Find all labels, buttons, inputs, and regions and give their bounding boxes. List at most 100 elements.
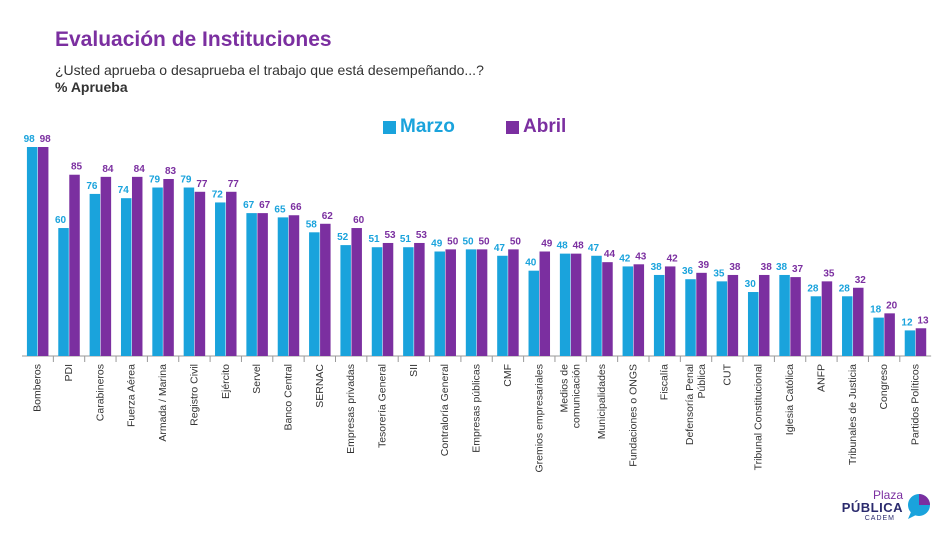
data-label-marzo-empresas-publicas: 50 — [463, 236, 475, 247]
bar-abril-fiscalia — [664, 266, 676, 356]
bar-marzo-partidos-politicos — [904, 330, 916, 356]
bar-marzo-cmf — [497, 255, 508, 356]
data-label-abril-medios-de-comunicacion: 48 — [573, 241, 585, 252]
data-label-marzo-carabineros: 76 — [86, 181, 98, 192]
bar-marzo-armada-marina — [152, 187, 163, 356]
data-label-marzo-ejercito: 72 — [212, 189, 224, 200]
data-label-abril-cmf: 50 — [510, 236, 522, 247]
data-label-abril-empresas-publicas: 50 — [479, 236, 491, 247]
bar-marzo-iglesia-catolica — [779, 274, 790, 356]
data-label-marzo-tribunales-de-justicia: 28 — [839, 283, 851, 294]
data-label-marzo-contraloria-general: 49 — [431, 239, 443, 250]
bar-abril-registro-civil — [194, 191, 206, 356]
x-tick-label-pdi: PDI — [63, 364, 75, 382]
x-tick-label-fundaciones-o-ongs: Fundaciones o ONGS — [627, 364, 639, 467]
logo-line2: PÚBLICA — [841, 500, 903, 515]
data-label-marzo-sernac: 58 — [306, 219, 318, 230]
legend-marzo-label: Marzo — [400, 116, 455, 137]
data-label-marzo-municipalidades: 47 — [588, 243, 600, 254]
bar-marzo-medios-de-comunicacion — [559, 253, 571, 356]
bar-abril-tribunales-de-justicia — [853, 287, 864, 356]
bar-abril-partidos-politicos — [915, 328, 927, 356]
data-label-abril-contraloria-general: 50 — [447, 236, 459, 247]
x-tick-label-partidos-politicos: Partidos Políticos — [909, 364, 921, 445]
data-label-abril-cut: 38 — [729, 262, 741, 273]
data-label-marzo-armada-marina: 79 — [149, 175, 161, 186]
bar-abril-bomberos — [37, 147, 49, 356]
bar-abril-armada-marina — [163, 178, 174, 356]
x-tick-label-cut: CUT — [721, 363, 733, 385]
bar-marzo-gremios-empresariales — [528, 270, 540, 356]
data-label-abril-carabineros: 84 — [102, 164, 114, 175]
data-label-marzo-partidos-politicos: 12 — [901, 317, 913, 328]
bar-marzo-tribunal-constitucional — [747, 292, 759, 356]
bar-marzo-empresas-privadas — [340, 245, 351, 356]
bar-abril-defensoria-penal-publica — [696, 272, 707, 356]
bar-marzo-anfp — [810, 296, 822, 356]
data-label-marzo-iglesia-catolica: 38 — [776, 262, 788, 273]
plaza-publica-logo: Plaza PÚBLICA CADEM — [815, 488, 935, 524]
data-label-marzo-medios-de-comunicacion: 48 — [557, 241, 569, 252]
x-tick-label-registro-civil: Registro Civil — [188, 364, 200, 426]
chart-unit-label: % Aprueba — [55, 79, 128, 95]
bar-abril-servel — [257, 213, 268, 356]
bar-abril-banco-central — [288, 215, 300, 356]
data-label-abril-congreso: 20 — [886, 300, 898, 311]
bar-marzo-bomberos — [26, 147, 38, 356]
data-label-abril-pdi: 85 — [71, 162, 83, 173]
legend-abril-label: Abril — [523, 116, 567, 137]
bar-abril-sii — [414, 242, 425, 356]
data-label-abril-sernac: 62 — [322, 211, 334, 222]
legend-marzo-swatch — [383, 120, 396, 134]
data-label-marzo-anfp: 28 — [807, 283, 819, 294]
data-label-marzo-empresas-privadas: 52 — [337, 232, 349, 243]
bar-abril-tribunal-constitucional — [758, 274, 770, 356]
data-label-marzo-bomberos: 98 — [24, 134, 36, 145]
bar-marzo-fuerza-aerea — [120, 198, 132, 356]
x-tick-label-fuerza-aerea: Fuerza Aérea — [126, 364, 138, 427]
data-label-abril-sii: 53 — [416, 230, 428, 241]
data-label-abril-ejercito: 77 — [228, 179, 240, 190]
bar-marzo-tribunales-de-justicia — [842, 296, 853, 356]
bar-abril-empresas-publicas — [476, 249, 488, 356]
bar-marzo-congreso — [873, 317, 884, 356]
data-label-abril-banco-central: 66 — [290, 202, 302, 213]
data-label-abril-armada-marina: 83 — [165, 166, 177, 177]
data-label-abril-iglesia-catolica: 37 — [792, 264, 804, 275]
bar-marzo-banco-central — [277, 217, 289, 356]
x-tick-label-tesoreria-general: Tesorería General — [377, 364, 389, 448]
data-label-marzo-fuerza-aerea: 74 — [118, 185, 130, 196]
x-tick-label-gremios-empresariales: Gremios empresariales — [533, 364, 545, 473]
data-label-abril-tesoreria-general: 53 — [384, 230, 396, 241]
bar-abril-contraloria-general — [445, 249, 456, 356]
data-label-abril-municipalidades: 44 — [604, 249, 616, 260]
x-tick-label-fiscalia: Fiscalía — [659, 364, 671, 400]
data-label-abril-fuerza-aerea: 84 — [134, 164, 146, 175]
bar-marzo-cut — [716, 281, 728, 356]
bar-abril-cmf — [508, 249, 519, 356]
bar-marzo-carabineros — [89, 193, 101, 356]
data-label-abril-gremios-empresariales: 49 — [541, 239, 553, 250]
data-label-marzo-pdi: 60 — [55, 215, 67, 226]
data-label-abril-bomberos: 98 — [40, 134, 52, 145]
bar-abril-municipalidades — [602, 262, 613, 356]
data-label-abril-empresas-privadas: 60 — [353, 215, 365, 226]
bar-abril-sernac — [320, 223, 331, 356]
x-tick-label-empresas-publicas: Empresas públicas — [471, 364, 483, 453]
bar-marzo-ejercito — [215, 202, 226, 356]
bar-abril-fundaciones-o-ongs — [633, 264, 645, 356]
legend-abril: Abril — [506, 116, 566, 138]
bar-abril-tesoreria-general — [382, 242, 394, 356]
data-label-abril-anfp: 35 — [823, 268, 835, 279]
bar-marzo-sii — [403, 247, 414, 356]
bar-abril-fuerza-aerea — [131, 176, 143, 356]
data-label-marzo-banco-central: 65 — [274, 204, 286, 215]
logo-line1: Plaza — [872, 488, 903, 502]
bar-abril-iglesia-catolica — [790, 277, 801, 356]
bar-marzo-registro-civil — [183, 187, 195, 356]
data-label-marzo-cut: 35 — [713, 268, 725, 279]
bar-marzo-fundaciones-o-ongs — [622, 266, 634, 356]
data-label-marzo-fundaciones-o-ongs: 42 — [619, 253, 631, 264]
x-tick-label-banco-central: Banco Central — [282, 364, 294, 431]
